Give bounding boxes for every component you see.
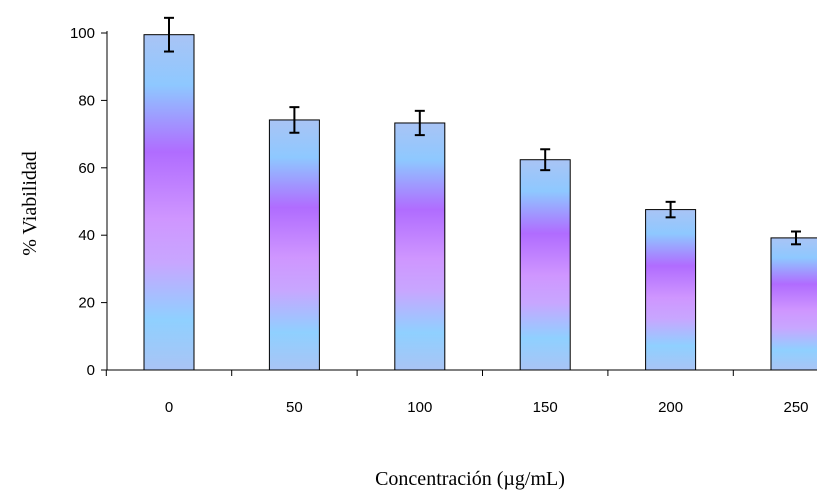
- error-bar: [791, 230, 801, 246]
- x-tick-label: 200: [658, 399, 683, 416]
- bar: [143, 34, 195, 371]
- y-tick-label: 60: [78, 160, 95, 177]
- bar: [519, 159, 571, 371]
- x-tick-label: 0: [165, 399, 173, 416]
- x-tick-label: 150: [533, 399, 558, 416]
- axes: [101, 31, 817, 376]
- bar: [268, 119, 320, 371]
- error-bar: [289, 106, 300, 134]
- error-bar: [414, 109, 425, 137]
- bar: [770, 237, 817, 371]
- x-tick-label: 100: [407, 399, 432, 416]
- x-axis-title: Concentración (µg/mL): [375, 468, 565, 490]
- y-tick-label: 40: [78, 227, 95, 244]
- y-axis-title: % Viabilidad: [19, 151, 41, 256]
- error-bar: [164, 16, 174, 53]
- bars: [143, 34, 817, 371]
- error-bar: [540, 148, 551, 172]
- x-tick-label: 50: [286, 399, 303, 416]
- y-tick-label: 20: [78, 295, 95, 312]
- x-tick-label: 250: [783, 399, 808, 416]
- error-bars: [164, 16, 801, 246]
- y-tick-label: 100: [70, 25, 95, 42]
- bar: [645, 209, 697, 371]
- error-bar: [665, 200, 676, 219]
- bar: [394, 122, 446, 371]
- tick-labels: 0 20 40 60 80 100 0 50 100 150 200 250: [70, 25, 809, 416]
- y-tick-label: 80: [78, 92, 95, 109]
- y-tick-label: 0: [87, 362, 95, 379]
